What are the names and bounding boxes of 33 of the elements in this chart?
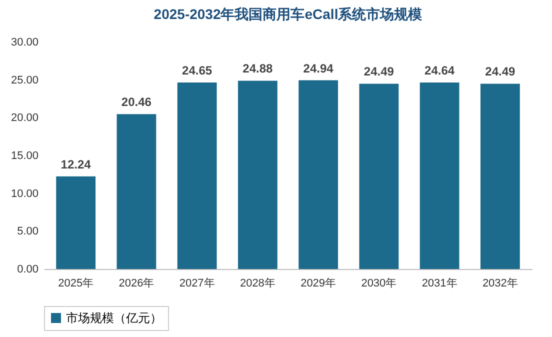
bar [480, 84, 520, 269]
bar [359, 84, 399, 269]
y-tick-label: 10.00 [10, 188, 38, 200]
bar [56, 176, 96, 269]
x-tick-label: 2026年 [118, 278, 154, 290]
bar [298, 80, 338, 269]
x-tick-label: 2032年 [482, 278, 518, 290]
y-tick-label: 30.00 [10, 36, 38, 48]
data-label: 24.49 [364, 64, 394, 79]
x-tick-label: 2031年 [422, 278, 458, 290]
bar [420, 82, 460, 269]
legend-label: 市场规模（亿元） [66, 311, 162, 325]
x-tick-label: 2028年 [240, 278, 276, 290]
bar [116, 114, 156, 269]
data-label: 24.49 [485, 64, 516, 79]
data-label: 12.24 [60, 157, 92, 172]
y-tick-label: 20.00 [10, 112, 38, 124]
data-label: 24.88 [242, 62, 274, 76]
x-tick-label: 2029年 [300, 278, 336, 290]
y-tick-label: 0.00 [17, 264, 38, 276]
bar [238, 80, 278, 269]
y-tick-label: 5.00 [17, 226, 38, 238]
chart-title: 2025-2032年我国商用车eCall系统市场规模 [154, 6, 424, 22]
data-label: 24.94 [303, 61, 334, 76]
bar [177, 82, 217, 269]
data-label: 24.64 [424, 64, 455, 78]
data-label: 24.65 [182, 63, 212, 78]
data-label: 20.46 [121, 95, 152, 110]
y-tick-label: 15.00 [10, 150, 38, 162]
x-tick-label: 2027年 [179, 278, 215, 290]
x-tick-label: 2030年 [361, 278, 397, 290]
y-tick-label: 25.00 [10, 74, 38, 86]
x-tick-label: 2025年 [58, 278, 94, 290]
